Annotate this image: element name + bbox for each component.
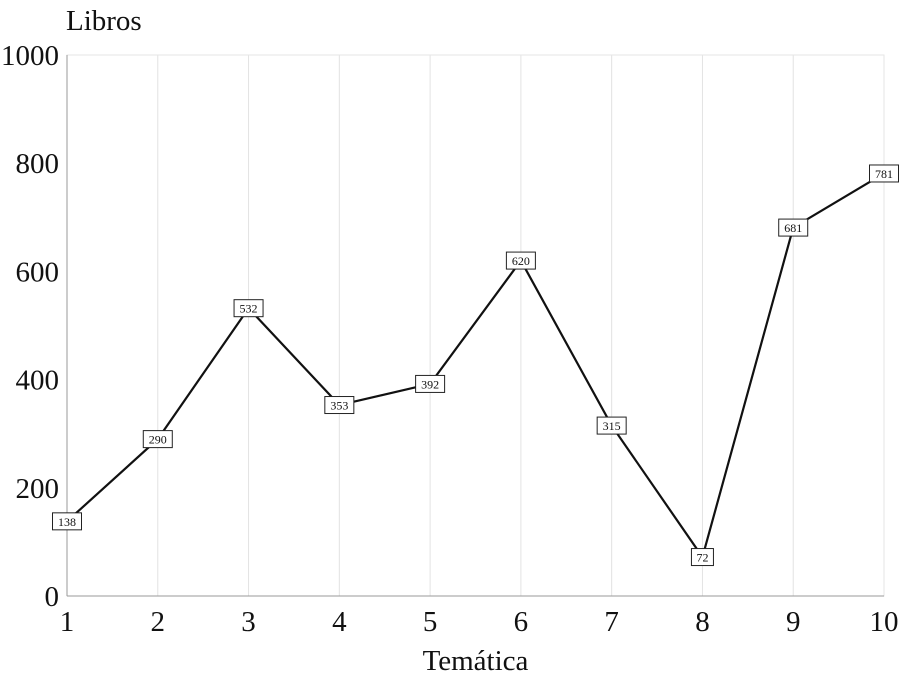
data-label: 681 (778, 218, 809, 237)
data-label: 781 (869, 164, 899, 183)
grid (66, 55, 885, 596)
data-label-text: 138 (58, 515, 76, 529)
data-label: 620 (505, 251, 536, 270)
series-line (66, 172, 885, 560)
data-label-text: 290 (149, 433, 167, 447)
y-tick-label: 600 (16, 256, 60, 288)
x-tick-label: 1 (60, 606, 75, 638)
series (65, 171, 886, 560)
data-label-box (505, 251, 536, 270)
data-label-text: 681 (784, 221, 802, 235)
data-label-box (233, 299, 264, 318)
x-tick-label: 3 (241, 606, 256, 638)
y-tick-label: 0 (45, 581, 60, 613)
x-tick-label: 5 (423, 606, 438, 638)
data-label-text: 315 (603, 419, 621, 433)
x-tick-label: 6 (514, 606, 529, 638)
data-label-box (778, 218, 809, 237)
x-tick-label: 9 (786, 606, 801, 638)
data-label-text: 532 (240, 302, 258, 316)
x-tick-label: 7 (604, 606, 619, 638)
data-label: 72 (690, 548, 714, 567)
data-labels: 138 290 532 353 392 620 315 72 681 781 (52, 164, 899, 567)
data-label-text: 72 (696, 551, 708, 565)
data-label-text: 392 (421, 377, 439, 391)
data-label-box (869, 164, 899, 183)
x-axis-title: Temática (423, 645, 529, 675)
data-label-box (52, 512, 82, 531)
data-label-box (415, 374, 446, 393)
data-label: 138 (52, 512, 82, 531)
data-label: 532 (233, 299, 264, 318)
plot-area-frame (66, 54, 885, 597)
y-tick-label: 200 (16, 473, 60, 505)
x-tick-label: 4 (332, 606, 347, 638)
data-label: 353 (324, 396, 355, 415)
y-tick-label: 800 (16, 148, 60, 180)
data-label-box (324, 396, 355, 415)
y-tick-label: 1000 (1, 40, 59, 72)
data-label-text: 620 (512, 254, 530, 268)
data-label: 290 (142, 430, 173, 449)
x-tick-label: 10 (870, 606, 899, 638)
data-label: 392 (415, 374, 446, 393)
data-label-box (596, 416, 627, 435)
x-tick-label: 8 (695, 606, 710, 638)
data-label: 315 (596, 416, 627, 435)
axes: 0 200 400 600 800 1000 1 2 3 4 5 6 7 8 9 10 (1, 40, 899, 638)
x-tick-label: 2 (151, 606, 166, 638)
y-tick-label: 400 (16, 365, 60, 397)
data-label-box (142, 430, 173, 449)
data-label-text: 781 (875, 167, 893, 181)
data-label-box (690, 548, 714, 567)
data-label-text: 353 (330, 399, 348, 413)
y-axis-title: Libros (66, 5, 142, 37)
